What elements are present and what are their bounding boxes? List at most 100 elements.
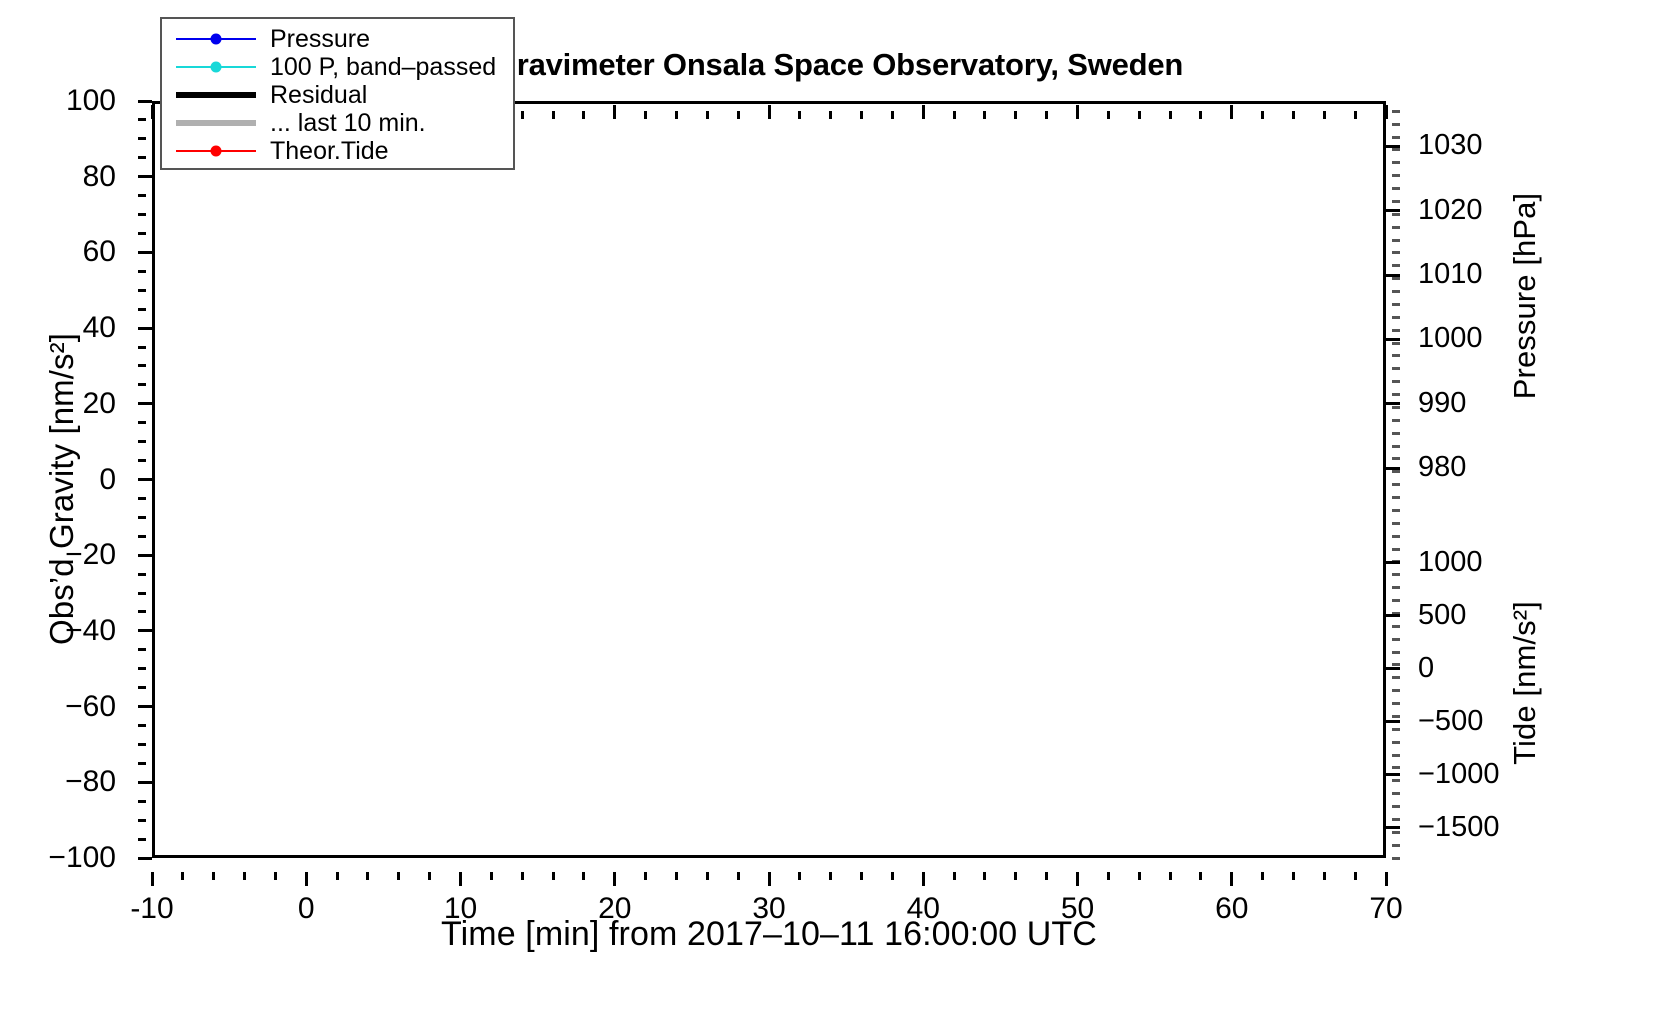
legend: Pressure 100 P, band–passed Residual... la… <box>160 17 515 170</box>
y-tick-minor <box>138 137 146 141</box>
x-tick-label: 20 <box>598 892 632 925</box>
y-tick-major <box>138 99 152 103</box>
y-tick-minor <box>138 686 146 690</box>
y-tick-label: 20 <box>82 386 116 420</box>
y-tick-label: −1500 <box>1418 810 1500 843</box>
x-tick-major <box>1076 872 1079 886</box>
y-tick-minor <box>138 307 146 311</box>
y-tick-minor <box>1392 599 1400 603</box>
y-tick-minor <box>138 761 146 765</box>
y-tick-major <box>1386 466 1400 470</box>
x-tick-minor <box>1014 872 1018 880</box>
x-tick-minor <box>212 872 216 880</box>
x-tick-minor <box>489 872 493 880</box>
y-tick-minor <box>1392 843 1400 847</box>
y-tick-label: 1030 <box>1418 129 1483 162</box>
y-tick-major <box>1386 720 1400 724</box>
x-tick-major <box>921 872 925 886</box>
y-tick-minor <box>1392 341 1400 345</box>
x-tick-minor <box>1106 872 1110 880</box>
x-tick-minor-top <box>1137 111 1141 119</box>
y-tick-minor <box>138 383 146 387</box>
x-tick-minor <box>1291 872 1295 880</box>
y-tick-minor <box>138 724 146 728</box>
y-tick-minor <box>1392 431 1400 435</box>
x-tick-label: -10 <box>130 892 174 925</box>
y-tick-minor <box>1392 714 1400 718</box>
y-tick-label: 0 <box>99 462 116 496</box>
x-tick-minor <box>582 872 586 880</box>
y-tick-minor <box>1392 393 1400 397</box>
x-axis-ticks: -10 0 10 20 30 40 50 60 70 <box>130 872 1403 924</box>
y-tick-minor <box>1392 457 1400 461</box>
x-tick-minor <box>397 872 401 880</box>
y-tick-minor <box>1392 264 1400 268</box>
x-tick-minor <box>181 872 185 880</box>
x-tick-major <box>459 872 462 886</box>
x-tick-minor-top <box>674 111 678 119</box>
y-tick-minor <box>1392 753 1400 757</box>
y-tick-label: 1010 <box>1418 258 1483 291</box>
x-tick-minor-top <box>860 111 864 119</box>
y-tick-minor <box>1392 277 1400 281</box>
y-tick-label: 100 <box>65 84 116 117</box>
x-tick-minor <box>705 872 709 880</box>
plot-frame <box>152 101 1386 858</box>
y-tick-major <box>138 856 152 860</box>
y-tick-minor <box>1392 290 1400 294</box>
y-tick-label: 980 <box>1418 451 1467 484</box>
y-tick-minor <box>1392 727 1400 731</box>
y-tick-minor <box>138 799 146 803</box>
x-tick-major <box>613 872 617 886</box>
y-tick-major <box>1386 402 1400 406</box>
x-tick-minor <box>335 872 339 880</box>
x-tick-minor <box>1199 872 1203 880</box>
y-axis-tide-ticks: 1000 500 0 −500 −1000 −1500 <box>1386 101 1530 858</box>
y-tick-minor <box>1392 354 1400 358</box>
x-tick-major-top <box>1076 105 1079 119</box>
x-tick-minor-top <box>1106 111 1110 119</box>
x-tick-label: 50 <box>1060 892 1095 925</box>
x-tick-major-top <box>1384 105 1388 119</box>
y-tick-minor <box>138 534 146 538</box>
x-tick-label: 10 <box>443 892 478 925</box>
legend-item: Theor.Tide <box>172 137 505 165</box>
x-tick-minor <box>1353 872 1357 880</box>
y-tick-major <box>138 326 152 330</box>
y-tick-major <box>1386 209 1400 213</box>
x-tick-minor <box>674 872 678 880</box>
x-tick-minor <box>520 872 524 880</box>
y-tick-minor <box>1392 161 1400 165</box>
x-tick-major <box>1384 872 1388 886</box>
x-tick-minor <box>428 872 432 880</box>
y-tick-minor <box>138 572 146 576</box>
y-tick-minor <box>138 118 146 122</box>
x-tick-minor-top <box>890 111 894 119</box>
y-tick-minor <box>1392 212 1400 216</box>
x-tick-minor-top <box>1045 111 1049 119</box>
x-tick-minor <box>273 872 277 880</box>
x-tick-minor <box>1322 872 1326 880</box>
y-tick-minor <box>138 156 146 160</box>
y-tick-minor <box>1392 637 1400 641</box>
x-tick-minor-top <box>952 111 956 119</box>
y-tick-label: 1000 <box>1418 545 1483 578</box>
legend-item: 100 P, band–passed <box>172 53 505 81</box>
y-tick-minor <box>1392 547 1400 551</box>
legend-label: Residual <box>270 80 368 109</box>
x-tick-minor-top <box>1261 111 1265 119</box>
legend-label: ... last 10 min. <box>270 108 426 137</box>
x-tick-minor-top <box>705 111 709 119</box>
y-tick-major <box>138 478 152 481</box>
x-tick-minor-top <box>551 111 555 119</box>
x-tick-major-top <box>1230 105 1234 119</box>
legend-item: ... last 10 min. <box>172 109 505 137</box>
y-tick-minor <box>1392 817 1400 821</box>
y-tick-minor <box>1392 740 1400 744</box>
y-tick-minor <box>1392 792 1400 796</box>
x-tick-minor <box>243 872 247 880</box>
y-tick-label: 0 <box>1418 651 1435 684</box>
y-tick-minor <box>1392 496 1400 500</box>
y-tick-minor <box>1392 663 1400 667</box>
y-tick-minor <box>1392 779 1400 783</box>
